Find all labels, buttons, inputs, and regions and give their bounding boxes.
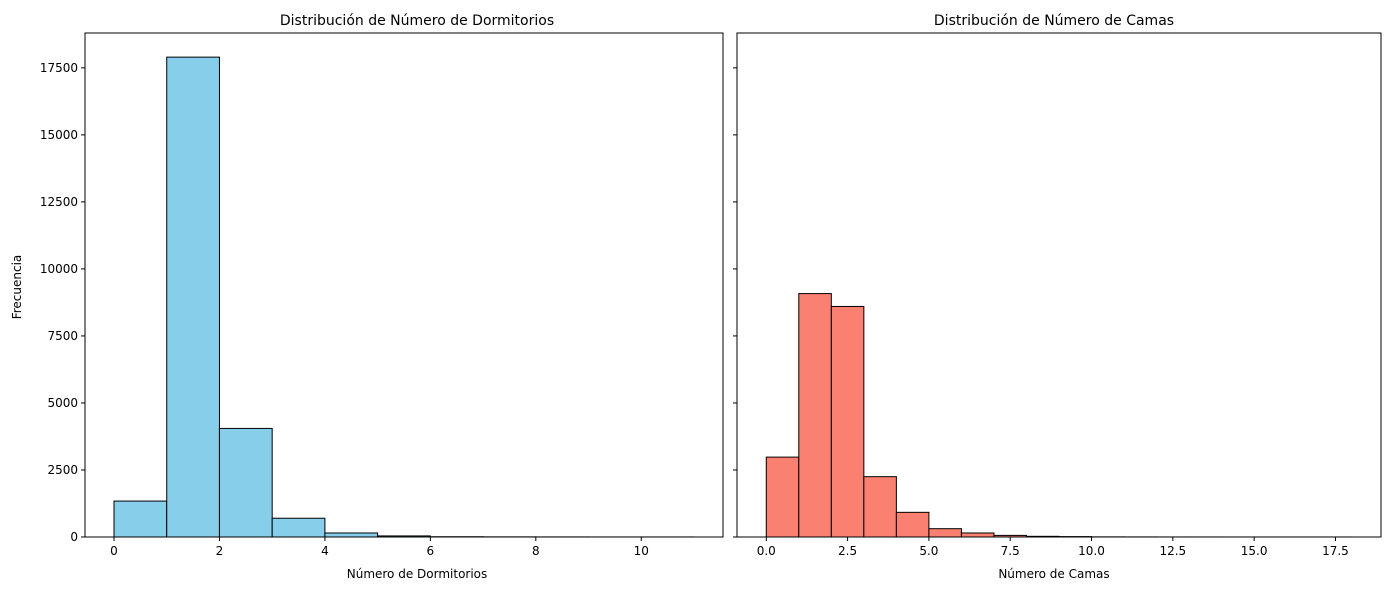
x-tick-label: 7.5	[1001, 544, 1020, 558]
histogram-bar	[114, 501, 167, 537]
y-axis-label: Frecuencia	[10, 255, 24, 320]
x-tick-label: 8	[532, 544, 540, 558]
histogram-bar	[325, 533, 378, 537]
y-tick-label: 12500	[40, 195, 78, 209]
x-axis-label: Número de Camas	[998, 567, 1109, 581]
x-tick-label: 2	[216, 544, 224, 558]
x-tick-label: 2.5	[838, 544, 857, 558]
x-tick-label: 6	[427, 544, 435, 558]
y-tick-label: 2500	[47, 463, 78, 477]
chart-title: Distribución de Número de Dormitorios	[280, 13, 554, 29]
chart-panel-bedrooms: Distribución de Número de Dormitorios 0 2…	[10, 13, 723, 581]
histogram-bar	[864, 477, 897, 537]
x-tick-label: 12.5	[1159, 544, 1186, 558]
x-tick-label: 10	[634, 544, 649, 558]
chart-title: Distribución de Número de Camas	[934, 13, 1174, 29]
x-tick-label: 5.0	[919, 544, 938, 558]
x-tick-label: 0.0	[757, 544, 776, 558]
y-tick-label: 0	[70, 530, 78, 544]
x-axis-label: Número de Dormitorios	[347, 567, 488, 581]
histogram-bar	[167, 57, 220, 537]
y-tick-label: 7500	[47, 329, 78, 343]
histogram-bar	[896, 512, 929, 537]
y-tick-label: 17500	[40, 61, 78, 75]
chart-panel-beds: Distribución de Número de Camas 0.0 2.5 5.…	[733, 13, 1381, 581]
x-tick-label: 17.5	[1322, 544, 1349, 558]
histogram-bar	[799, 294, 832, 537]
histogram-bar	[272, 518, 325, 537]
y-axis-ticks: 0 2500 5000 7500 10000 12500 15000 17500	[40, 61, 85, 544]
y-tick-label: 5000	[47, 396, 78, 410]
bars-group	[766, 294, 1351, 537]
y-tick-label: 10000	[40, 262, 78, 276]
x-tick-label: 10.0	[1078, 544, 1105, 558]
histogram-bar	[219, 428, 272, 537]
x-tick-label: 15.0	[1241, 544, 1268, 558]
x-tick-label: 0	[110, 544, 118, 558]
x-axis-ticks: 0.0 2.5 5.0 7.5 10.0 12.5 15.0 17.5	[757, 537, 1349, 558]
x-axis-ticks: 0 2 4 6 8 10	[110, 537, 649, 558]
histogram-bar	[766, 457, 799, 537]
bars-group	[114, 57, 694, 537]
histogram-bar	[831, 306, 864, 537]
x-tick-label: 4	[321, 544, 329, 558]
histogram-bar	[961, 533, 994, 537]
y-tick-label: 15000	[40, 128, 78, 142]
histogram-bar	[929, 529, 962, 537]
y-axis-ticks	[733, 68, 737, 537]
